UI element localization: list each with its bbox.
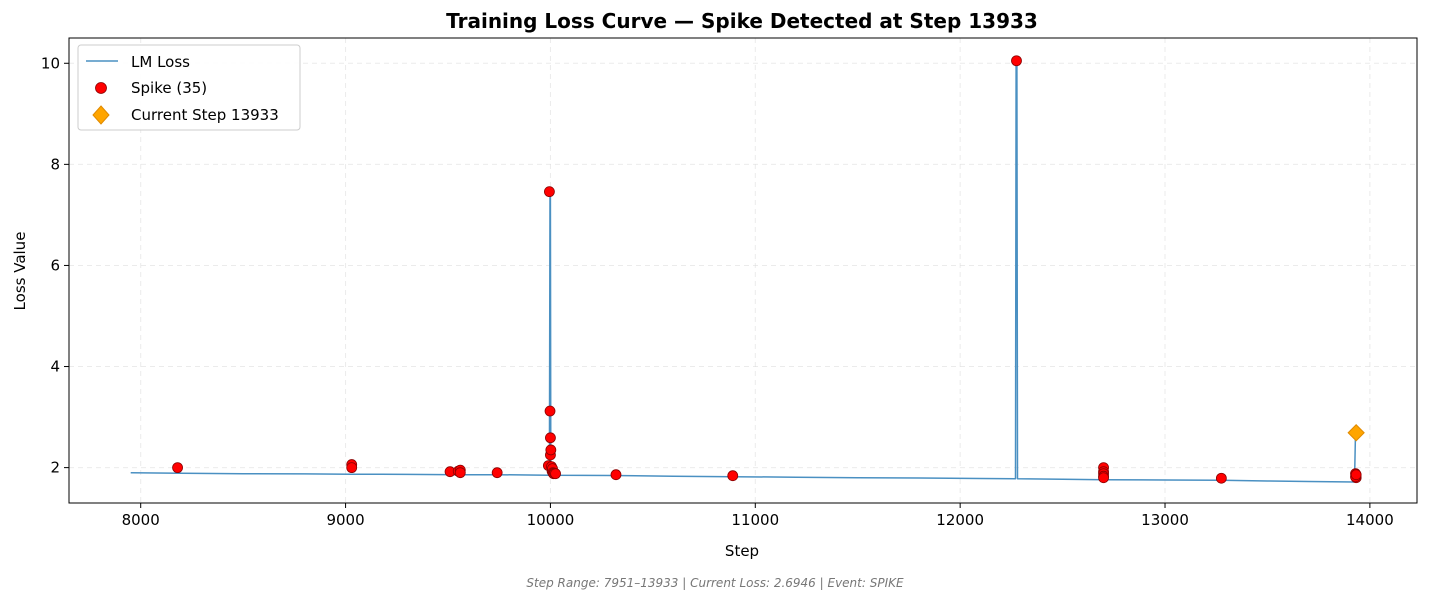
loss-line-layer xyxy=(130,59,1357,483)
x-tick-label: 11000 xyxy=(731,511,779,529)
legend-spike-swatch xyxy=(95,82,107,94)
x-tick-label: 13000 xyxy=(1141,511,1189,529)
spike-point xyxy=(550,468,561,480)
spike-point xyxy=(545,432,556,444)
loss-line xyxy=(130,59,1357,483)
spike-points-layer xyxy=(172,55,1362,484)
legend-label-lm-loss: LM Loss xyxy=(131,53,190,71)
x-axis-label: Step xyxy=(725,542,759,560)
spike-point xyxy=(1350,469,1362,481)
spike-point xyxy=(346,462,358,474)
y-tick-label: 2 xyxy=(50,459,60,477)
footer-note: Step Range: 7951–13933 | Current Loss: 2… xyxy=(526,576,904,590)
y-tick-label: 4 xyxy=(50,358,60,376)
spike-point xyxy=(454,467,466,479)
current-step-marker xyxy=(1347,424,1365,442)
spike-point xyxy=(1011,55,1022,67)
current-step-layer xyxy=(1347,424,1365,442)
axis-ticks: 8000 9000 10000 11000 12000 13000 14000 2 4 6 8 10 xyxy=(41,54,1394,529)
x-tick-label: 14000 xyxy=(1346,511,1394,529)
y-tick-label: 6 xyxy=(50,256,60,274)
spike-point xyxy=(544,405,556,417)
spike-point xyxy=(727,470,739,482)
x-tick-label: 9000 xyxy=(326,511,364,529)
spike-point xyxy=(1215,472,1227,484)
y-axis-label: Loss Value xyxy=(11,232,29,311)
x-tick-label: 10000 xyxy=(527,511,575,529)
spike-point xyxy=(491,467,503,479)
y-tick-label: 8 xyxy=(50,155,60,173)
legend-label-spike: Spike (35) xyxy=(131,79,207,97)
spike-point xyxy=(544,186,555,198)
spike-point xyxy=(610,469,622,481)
y-tick-label: 10 xyxy=(41,54,60,72)
legend-current-swatch xyxy=(92,105,110,125)
legend-box xyxy=(77,44,301,131)
spike-point xyxy=(172,462,183,474)
x-tick-label: 8000 xyxy=(122,511,160,529)
legend: LM Loss Spike (35) Current Step 13933 xyxy=(77,44,301,131)
chart-title: Training Loss Curve — Spike Detected at … xyxy=(446,9,1038,33)
spike-point xyxy=(545,444,557,456)
x-tick-label: 12000 xyxy=(936,511,984,529)
spike-point xyxy=(1098,472,1109,484)
legend-label-current: Current Step 13933 xyxy=(131,106,279,124)
plot-frame xyxy=(68,37,1418,504)
